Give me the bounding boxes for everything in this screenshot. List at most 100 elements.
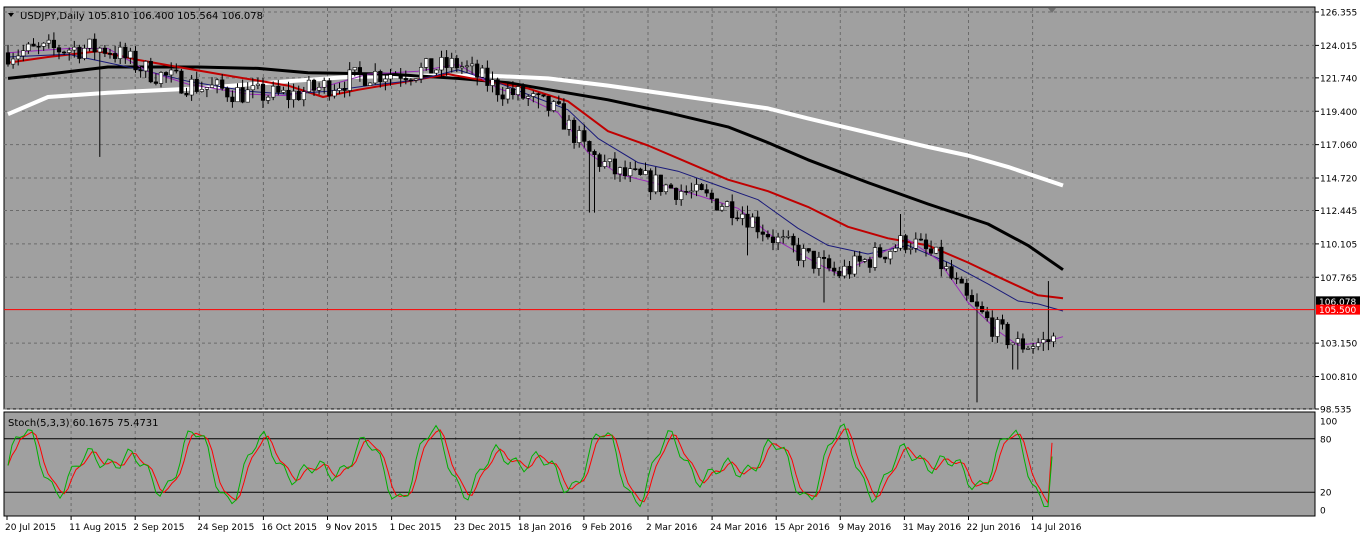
time-axis: 20 Jul 2015 11 Aug 2015 2 Sep 2015 24 Sep 2… — [5, 516, 1082, 533]
time-tick-label: 9 Feb 2016 — [582, 523, 633, 533]
candle — [592, 149, 597, 213]
menu-triangle-icon[interactable] — [8, 13, 14, 17]
candle — [61, 50, 67, 56]
candle — [46, 34, 51, 49]
current-price-tag: 106.078 — [1316, 296, 1360, 308]
candle — [561, 98, 566, 130]
candle — [990, 310, 995, 343]
price-tick-label: 110.105 — [1320, 240, 1357, 250]
stoch-panel[interactable] — [3, 411, 1316, 517]
candle — [801, 244, 806, 268]
candle — [979, 301, 985, 314]
candle — [1031, 342, 1036, 354]
candle — [1041, 331, 1046, 351]
candle — [1046, 281, 1051, 351]
time-tick-label: 31 May 2016 — [902, 523, 961, 533]
candle — [113, 45, 118, 63]
candle — [872, 242, 878, 271]
candle — [459, 61, 465, 75]
candle — [220, 74, 225, 91]
candle — [1051, 332, 1056, 348]
moving-average-line — [7, 65, 1064, 271]
candle — [434, 69, 439, 76]
candle — [72, 40, 77, 58]
candle — [311, 78, 317, 96]
candle — [724, 200, 730, 207]
candle — [964, 278, 969, 301]
candle — [444, 50, 449, 76]
candle — [408, 78, 414, 86]
candle — [378, 69, 383, 88]
candle — [796, 237, 801, 267]
candle — [893, 244, 898, 253]
candle — [367, 82, 373, 86]
candle — [658, 174, 663, 196]
candle — [97, 46, 102, 157]
candle — [571, 117, 577, 149]
candle — [158, 71, 164, 88]
candle — [495, 77, 500, 102]
candle — [587, 140, 592, 213]
price-tick-label: 107.765 — [1320, 274, 1357, 284]
price-tick-label: 126.355 — [1320, 9, 1357, 19]
candle — [169, 62, 174, 83]
price-tick-label: 100.810 — [1320, 373, 1357, 383]
candle — [857, 251, 862, 267]
chart-ohlc-values: 105.810 106.400 105.564 106.078 — [88, 11, 263, 22]
candle — [230, 90, 235, 108]
candle — [16, 49, 21, 66]
candle — [969, 289, 974, 303]
candle — [291, 83, 296, 108]
candle — [714, 198, 719, 211]
candle — [174, 63, 179, 74]
chart-shift-marker-icon[interactable] — [1048, 8, 1056, 13]
stoch-signal-line — [7, 428, 1053, 505]
candle — [867, 256, 872, 273]
candle — [944, 261, 949, 271]
candle — [21, 44, 26, 62]
candle — [852, 251, 857, 277]
candle — [373, 63, 378, 85]
candle — [826, 254, 832, 272]
candle — [1010, 342, 1015, 370]
candle — [607, 158, 612, 168]
price-tick-label: 124.015 — [1320, 42, 1357, 52]
moving-average-line — [7, 53, 1064, 312]
candle — [928, 240, 934, 256]
candle — [51, 32, 56, 56]
candle — [704, 184, 709, 197]
candle — [342, 81, 347, 98]
candle — [510, 81, 516, 100]
candle — [735, 211, 740, 222]
stoch-axis: 100 80 20 0 — [1320, 418, 1337, 517]
candle — [449, 52, 454, 73]
candle — [403, 70, 408, 85]
candle — [699, 183, 704, 191]
hline-price-label: 105.500 — [1319, 306, 1356, 316]
stoch-tick-label: 100 — [1320, 418, 1337, 428]
time-tick-label: 23 Dec 2015 — [454, 523, 512, 533]
candle — [398, 68, 403, 87]
candle — [923, 233, 929, 257]
candle — [296, 85, 301, 101]
candle — [31, 38, 36, 47]
price-tick-label: 114.720 — [1320, 175, 1357, 185]
time-tick-label: 9 Nov 2015 — [326, 523, 378, 533]
candle — [475, 59, 480, 86]
candle — [903, 233, 908, 254]
candle — [276, 79, 281, 96]
candle — [383, 75, 388, 91]
candle — [1025, 345, 1031, 350]
candle — [352, 67, 357, 77]
candle — [107, 48, 113, 59]
hline-price-tag: 105.500 — [1316, 304, 1360, 316]
candle — [102, 45, 107, 58]
candle — [301, 86, 306, 107]
candle — [92, 33, 97, 60]
candle — [245, 82, 250, 103]
candle — [332, 84, 337, 99]
candle — [934, 246, 939, 255]
candle — [1000, 314, 1005, 330]
candle — [138, 66, 143, 78]
